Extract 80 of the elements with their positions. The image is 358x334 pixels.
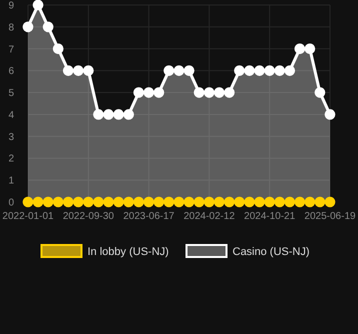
point [304, 43, 316, 54]
point [184, 196, 194, 208]
point [254, 65, 265, 76]
point [174, 196, 184, 208]
point [32, 0, 44, 10]
point [133, 87, 144, 98]
point [324, 109, 336, 120]
point [194, 87, 204, 98]
point [244, 65, 255, 76]
point [93, 196, 104, 208]
point [83, 196, 94, 208]
point [304, 196, 316, 208]
y-tick-label: 1 [8, 176, 14, 187]
point [113, 196, 124, 208]
point [274, 65, 285, 76]
x-tick-label: 2024-10-21 [244, 211, 296, 222]
y-tick-label: 0 [8, 198, 14, 208]
y-tick-label: 5 [8, 88, 14, 100]
point [324, 196, 336, 208]
point [204, 87, 214, 98]
point [184, 65, 194, 76]
point [274, 196, 285, 208]
point [73, 196, 84, 208]
point [294, 196, 306, 208]
legend-label: Casino (US-NJ) [232, 246, 310, 258]
y-tick-label: 7 [8, 44, 14, 56]
y-tick-label: 2 [8, 154, 14, 165]
y-tick-label: 6 [8, 66, 14, 78]
point [103, 196, 114, 208]
x-tick-label: 2024-02-12 [184, 211, 236, 222]
point [154, 87, 164, 98]
point [164, 65, 174, 76]
point [174, 65, 184, 76]
point [62, 65, 74, 76]
x-tick-label: 2025-06-19 [304, 211, 356, 222]
point [144, 87, 154, 98]
point [194, 196, 204, 208]
point [52, 43, 64, 54]
point [264, 65, 275, 76]
point [234, 65, 245, 76]
x-tick-label: 2023-06-17 [123, 211, 175, 222]
point [224, 196, 235, 208]
point [244, 196, 255, 208]
point [284, 196, 296, 208]
point [314, 196, 326, 208]
y-tick-label: 9 [8, 0, 14, 12]
point [123, 109, 134, 120]
point [42, 196, 54, 208]
point [83, 65, 94, 76]
point [73, 65, 84, 76]
point [254, 196, 265, 208]
point [234, 196, 245, 208]
point [42, 22, 54, 32]
point [22, 22, 34, 32]
point [294, 43, 306, 54]
point [133, 196, 144, 208]
point [164, 196, 174, 208]
point [22, 196, 34, 208]
point [62, 196, 74, 208]
point [32, 196, 44, 208]
point [52, 196, 64, 208]
point [204, 196, 214, 208]
point [214, 196, 225, 208]
point [264, 196, 275, 208]
point [214, 87, 225, 98]
x-tick-label: 2022-09-30 [62, 211, 114, 222]
point [144, 196, 154, 208]
point [123, 196, 134, 208]
x-tick-label: 2022-01-01 [2, 211, 54, 222]
point [224, 87, 235, 98]
point [154, 196, 164, 208]
point [314, 87, 326, 98]
y-tick-label: 8 [8, 22, 14, 34]
point [284, 65, 296, 76]
point [113, 109, 124, 120]
legend-label: In lobby (US-NJ) [88, 246, 169, 258]
point [93, 109, 104, 120]
y-tick-label: 4 [8, 110, 14, 121]
y-tick-label: 3 [8, 132, 14, 143]
point [103, 109, 114, 120]
